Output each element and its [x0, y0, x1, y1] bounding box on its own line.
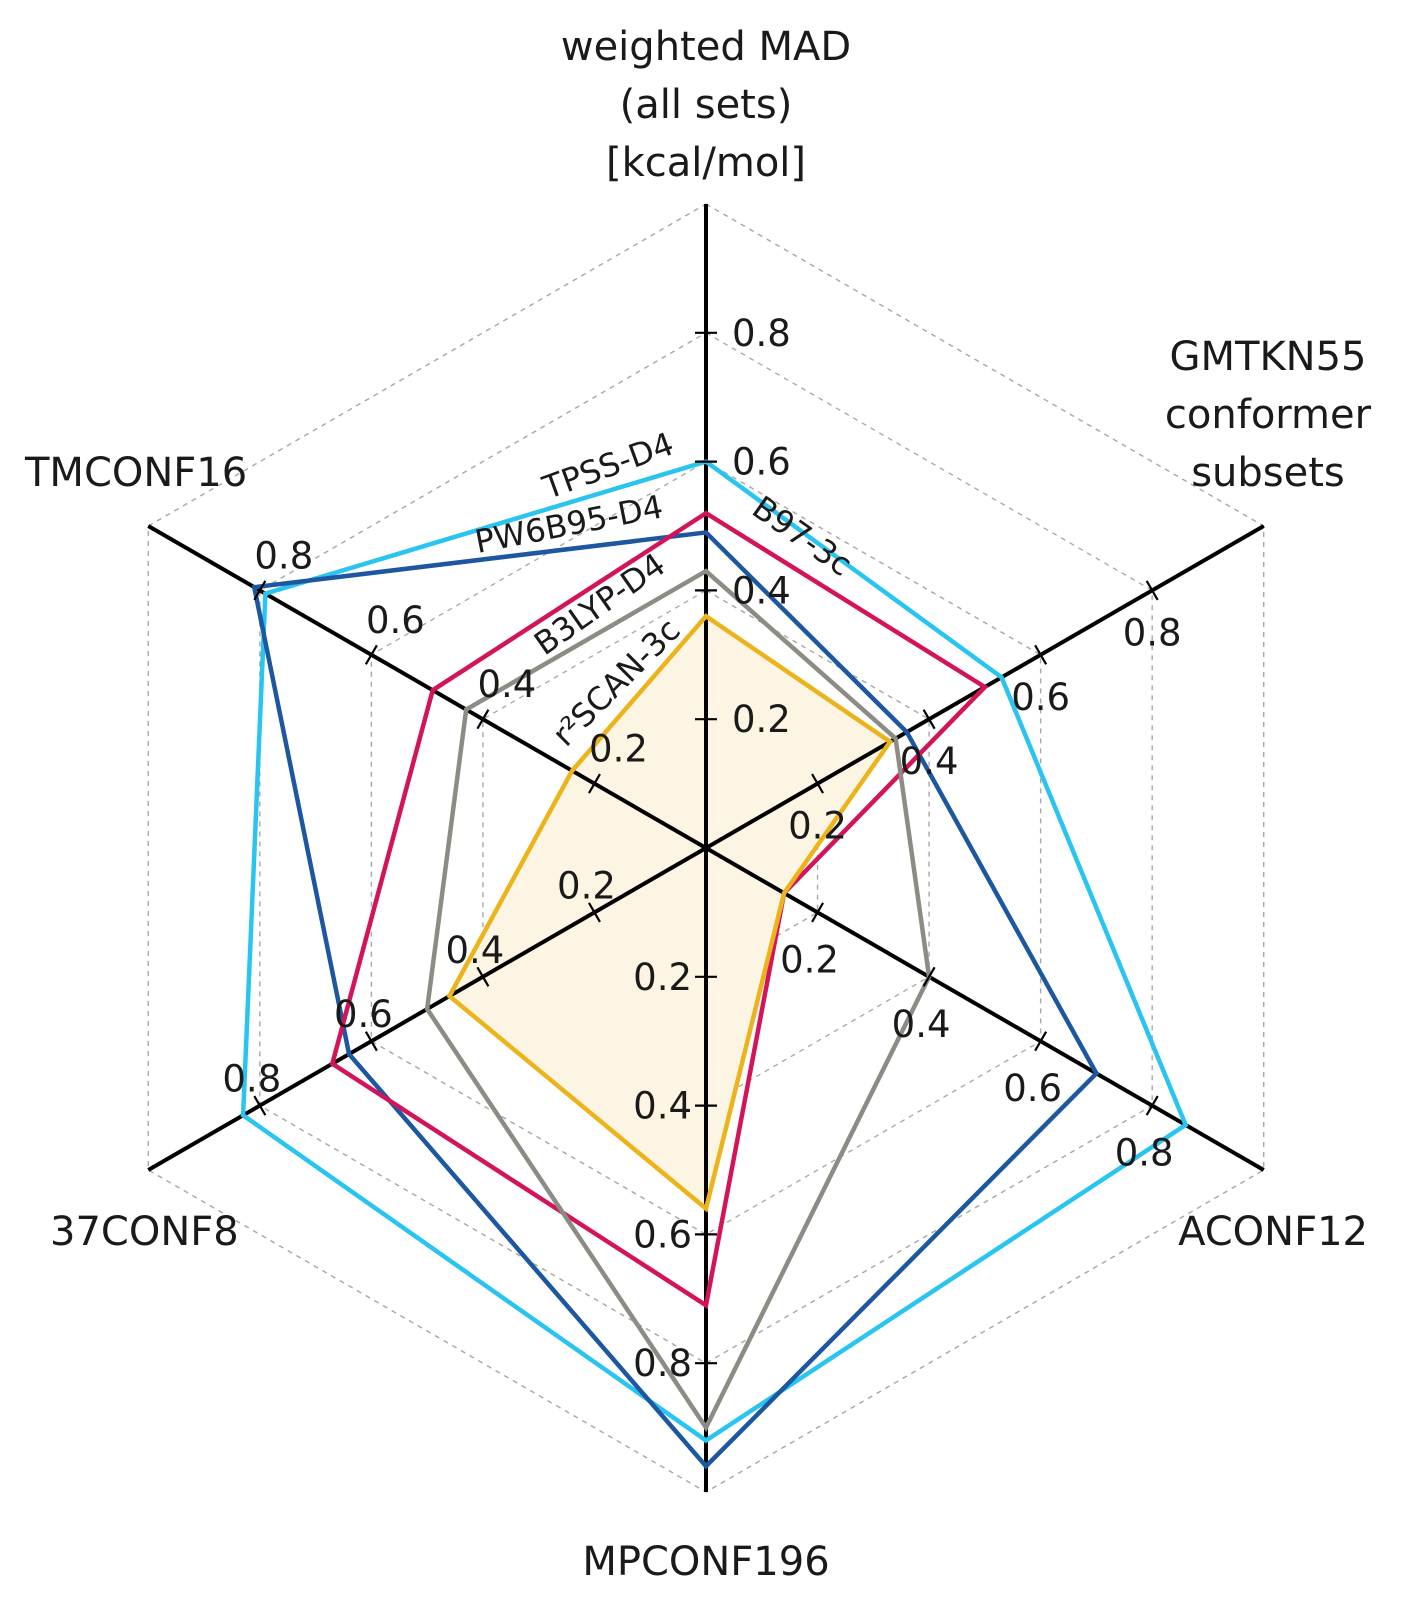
- tick-mark: [1145, 1095, 1159, 1116]
- tick-label: 0.8: [732, 312, 791, 355]
- tick-label: 0.4: [892, 1003, 951, 1046]
- tick-label: 0.4: [633, 1085, 692, 1128]
- tick-label: 0.6: [732, 441, 791, 484]
- axis-line-tmconf16: [147, 524, 707, 850]
- tick-label: 0.8: [254, 534, 313, 577]
- axis-ticks: [253, 331, 1159, 1365]
- tick-label: 0.4: [900, 740, 959, 783]
- tick-mark: [364, 644, 378, 665]
- tick-mark: [811, 902, 824, 923]
- tick-mark: [1034, 644, 1048, 665]
- tick-label: 0.2: [780, 938, 839, 981]
- series-line-b3lyp-d4: [424, 568, 932, 1433]
- axis-title-gmtkn55_conformer: GMTKN55 conformer subsets: [1165, 334, 1372, 496]
- series-fill-r-scan-3c: [449, 616, 891, 1209]
- tick-mark: [588, 773, 601, 794]
- axis-title-weighted_mad: weighted MAD (all sets) [kcal/mol]: [561, 24, 851, 186]
- tick-label: 0.2: [589, 728, 648, 771]
- tick-mark: [253, 580, 267, 601]
- tick-mark: [253, 1095, 267, 1116]
- tick-label: 0.2: [732, 698, 791, 741]
- tick-mark: [476, 709, 490, 730]
- axis-title-mpconf196: MPCONF196: [582, 1539, 829, 1585]
- tick-label: 0.4: [477, 663, 536, 706]
- tick-label: 0.8: [1115, 1132, 1174, 1175]
- series-lines: [240, 459, 1189, 1470]
- tick-label: 0.8: [1123, 611, 1182, 654]
- tick-label: 0.2: [633, 956, 692, 999]
- tick-label: 0.6: [1011, 676, 1070, 719]
- tick-label: 0.4: [445, 929, 504, 972]
- tick-mark: [588, 902, 601, 923]
- tick-label: 0.6: [334, 993, 393, 1036]
- tick-label: 0.8: [633, 1342, 692, 1385]
- series-line-r-scan-3c: [446, 613, 894, 1213]
- tick-label: 0.6: [633, 1213, 692, 1256]
- series-fill-layer: [449, 616, 891, 1209]
- axis-title-37conf8: 37CONF8: [50, 1209, 239, 1255]
- tick-label: 0.8: [222, 1058, 281, 1101]
- tick-label: 0.6: [1003, 1067, 1062, 1110]
- tick-mark: [1034, 1031, 1048, 1052]
- series-line-tpss-d4: [240, 459, 1189, 1444]
- series-line-pw6b95-d4: [251, 530, 1100, 1470]
- tick-mark: [364, 1031, 378, 1052]
- tick-label: 0.6: [366, 599, 425, 642]
- axis-title-aconf12: ACONF12: [1178, 1209, 1368, 1255]
- tick-mark: [811, 773, 824, 794]
- tick-label: 0.4: [732, 569, 791, 612]
- tick-label: 0.2: [788, 805, 847, 848]
- tick-mark: [922, 709, 936, 730]
- tick-mark: [922, 966, 936, 987]
- tick-mark: [476, 966, 490, 987]
- tick-label: 0.2: [557, 864, 616, 907]
- axis-title-tmconf16: TMCONF16: [24, 450, 247, 496]
- tick-mark: [1145, 580, 1159, 601]
- series-line-b97-3c: [329, 510, 989, 1309]
- axis-line-aconf12: [704, 846, 1265, 1172]
